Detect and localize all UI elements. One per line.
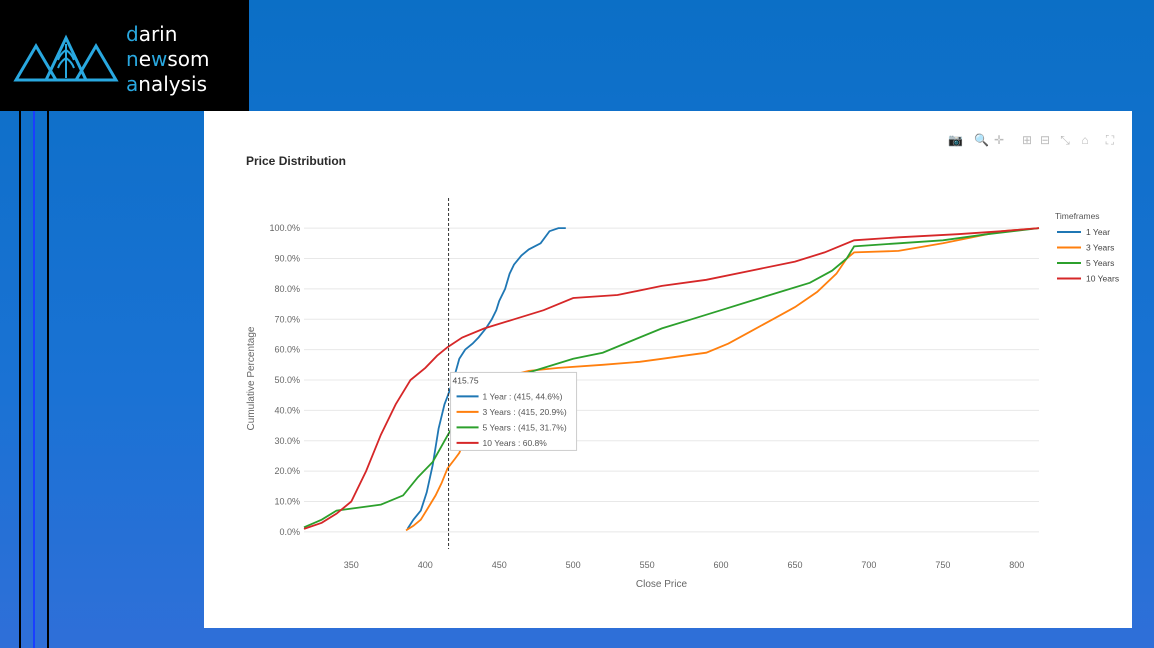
decor-line-1 [19, 111, 21, 648]
decor-line-2 [33, 111, 35, 648]
camera-icon[interactable]: 📷 [948, 133, 963, 147]
hover-x-label: 415.75 [453, 375, 479, 385]
autoscale-icon[interactable]: ⤡ [1060, 133, 1070, 147]
brand-logo-area: darin newsom analysis [0, 0, 249, 111]
pan-icon[interactable]: ✛ [993, 133, 1005, 147]
y-tick-label: 30.0% [274, 436, 300, 446]
y-tick-label: 80.0% [274, 284, 300, 294]
x-tick-label: 500 [566, 560, 581, 570]
y-tick-label: 100.0% [269, 223, 300, 233]
y-axis-label: Cumulative Percentage [246, 326, 257, 430]
series-line-5-years [303, 227, 1040, 529]
series-line-10-years [303, 227, 1040, 530]
x-axis-label: Close Price [636, 579, 688, 590]
x-tick-label: 550 [640, 560, 655, 570]
y-tick-label: 50.0% [274, 375, 300, 385]
legend-item-label: 10 Years [1086, 274, 1119, 284]
x-tick-label: 350 [344, 560, 359, 570]
legend-item-label: 1 Year [1086, 227, 1110, 237]
decor-line-3 [47, 111, 49, 648]
y-tick-label: 90.0% [274, 254, 300, 264]
chart-card: Price Distribution 📷 🔍 ✛ ⊞ ⊟ ⤡ ⌂ ⛶ 0.0% 1… [204, 111, 1132, 628]
x-tick-label: 750 [935, 560, 950, 570]
y-tick-label: 0.0% [279, 527, 300, 537]
y-tick-label: 60.0% [274, 345, 300, 355]
zoom-out-icon[interactable]: ⊟ [1039, 133, 1051, 147]
legend-item-label: 5 Years [1086, 258, 1114, 268]
y-tick-label: 10.0% [274, 497, 300, 507]
y-tick-label: 40.0% [274, 405, 300, 415]
brand-logo-icon [13, 34, 119, 82]
hover-line-text: 3 Years : (415, 20.9%) [483, 407, 567, 417]
hover-line-text: 5 Years : (415, 31.7%) [483, 422, 567, 432]
hover-line-text: 1 Year : (415, 44.6%) [483, 391, 563, 401]
legend-title: Timeframes [1055, 211, 1100, 221]
legend-item-label: 3 Years [1086, 243, 1114, 253]
fullscreen-icon[interactable]: ⛶ [1105, 133, 1115, 147]
home-icon[interactable]: ⌂ [1081, 133, 1089, 147]
x-tick-label: 400 [418, 560, 433, 570]
y-tick-label: 20.0% [274, 466, 300, 476]
x-tick-label: 450 [492, 560, 507, 570]
brand-name: darin newsom analysis [126, 22, 210, 96]
x-tick-label: 800 [1009, 560, 1024, 570]
x-tick-label: 700 [861, 560, 876, 570]
y-tick-label: 70.0% [274, 314, 300, 324]
zoom-in-icon[interactable]: ⊞ [1021, 133, 1033, 147]
x-tick-label: 650 [787, 560, 802, 570]
hover-line-text: 10 Years : 60.8% [483, 438, 548, 448]
zoom-icon[interactable]: 🔍 [974, 133, 989, 147]
chart-svg: 0.0% 10.0% 20.0% 30.0% 40.0% 50.0% 60.0% 70.0% 8… [246, 198, 1119, 590]
chart-title: Price Distribution [246, 154, 347, 168]
x-tick-label: 600 [714, 560, 729, 570]
